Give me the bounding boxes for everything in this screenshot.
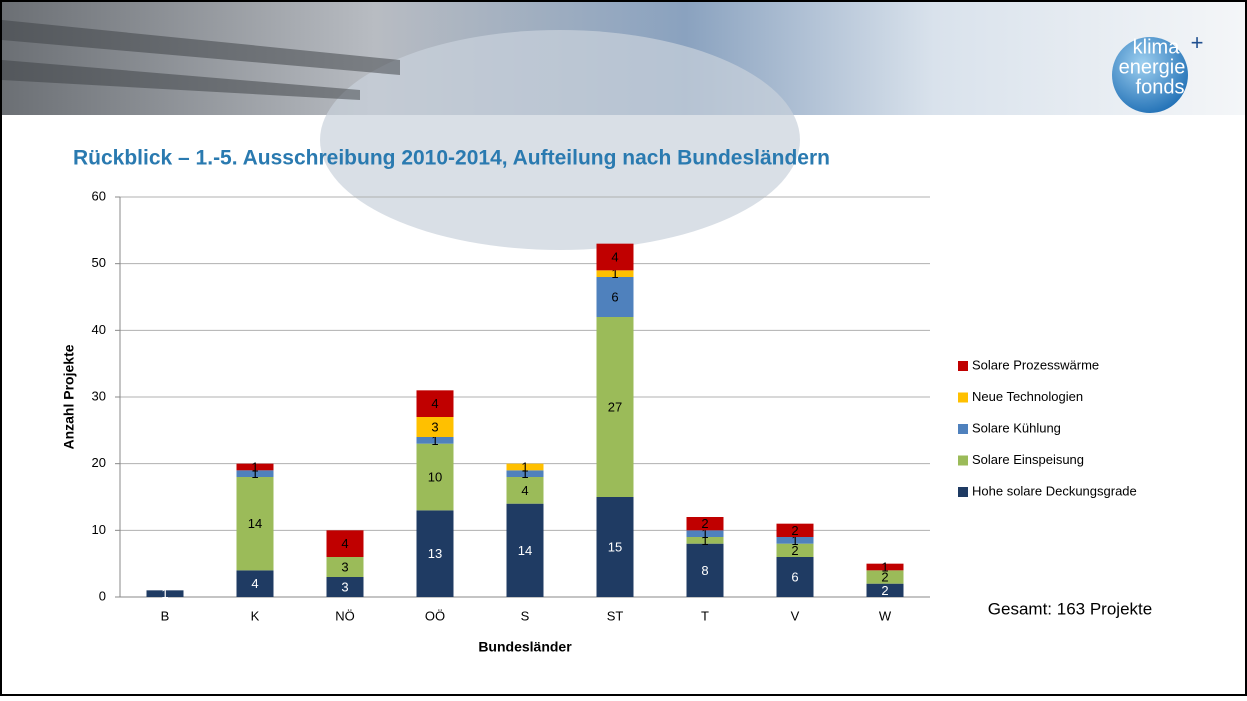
y-tick-label: 20 xyxy=(92,455,106,470)
legend-label: Hohe solare Deckungsgrade xyxy=(972,483,1137,498)
legend-swatch xyxy=(958,393,968,403)
chart-title: Rückblick – 1.-5. Ausschreibung 2010-201… xyxy=(73,147,830,170)
data-label: 4 xyxy=(611,249,618,264)
data-label: 4 xyxy=(341,536,348,551)
x-tick-label: K xyxy=(251,608,260,623)
legend-label: Neue Technologien xyxy=(972,389,1083,404)
x-tick-label: S xyxy=(521,608,530,623)
x-tick-label: T xyxy=(701,608,709,623)
data-label: 3 xyxy=(341,579,348,594)
x-tick-label: ST xyxy=(607,608,624,623)
data-label: 1 xyxy=(521,459,528,474)
legend-label: Solare Kühlung xyxy=(972,420,1061,435)
logo-plus: + xyxy=(1191,30,1204,55)
data-label: 15 xyxy=(608,539,622,554)
x-tick-label: V xyxy=(791,608,800,623)
data-label: 4 xyxy=(521,483,528,498)
data-label: 1 xyxy=(161,586,168,601)
data-label: 14 xyxy=(248,516,262,531)
legend-label: Solare Prozesswärme xyxy=(972,357,1099,372)
y-tick-label: 30 xyxy=(92,388,106,403)
page: klima energie fonds + Rückblick – 1.-5. … xyxy=(0,0,1247,701)
data-label: 13 xyxy=(428,546,442,561)
data-label: 6 xyxy=(791,569,798,584)
y-axis-label: Anzahl Projekte xyxy=(61,344,77,449)
data-label: 2 xyxy=(701,516,708,531)
y-tick-label: 0 xyxy=(99,588,106,603)
legend-swatch xyxy=(958,424,968,434)
data-label: 4 xyxy=(251,576,258,591)
x-axis-label: Bundesländer xyxy=(478,639,572,655)
x-tick-label: W xyxy=(879,608,892,623)
data-label: 4 xyxy=(431,396,438,411)
data-label: 2 xyxy=(881,583,888,598)
logo-text: klima xyxy=(1133,36,1181,58)
data-label: 6 xyxy=(611,289,618,304)
data-label: 10 xyxy=(428,469,442,484)
y-tick-label: 40 xyxy=(92,322,106,337)
logo-text: fonds xyxy=(1136,76,1185,98)
legend-swatch xyxy=(958,487,968,497)
data-label: 2 xyxy=(791,523,798,538)
y-tick-label: 60 xyxy=(92,188,106,203)
legend-label: Solare Einspeisung xyxy=(972,452,1084,467)
legend-swatch xyxy=(958,361,968,371)
y-tick-label: 50 xyxy=(92,255,106,270)
x-tick-label: B xyxy=(161,608,170,623)
x-tick-label: NÖ xyxy=(335,608,355,623)
data-label: 3 xyxy=(431,419,438,434)
annotation: Gesamt: 163 Projekte xyxy=(988,599,1152,618)
data-label: 14 xyxy=(518,543,532,558)
data-label: 3 xyxy=(341,559,348,574)
legend-swatch xyxy=(958,456,968,466)
data-label: 8 xyxy=(701,563,708,578)
data-label: 27 xyxy=(608,399,622,414)
data-label: 1 xyxy=(251,459,258,474)
logo-text: energie xyxy=(1119,56,1186,78)
slide: klima energie fonds + Rückblick – 1.-5. … xyxy=(0,0,1247,696)
y-tick-label: 10 xyxy=(92,522,106,537)
x-tick-label: OÖ xyxy=(425,608,445,623)
data-label: 1 xyxy=(881,559,888,574)
